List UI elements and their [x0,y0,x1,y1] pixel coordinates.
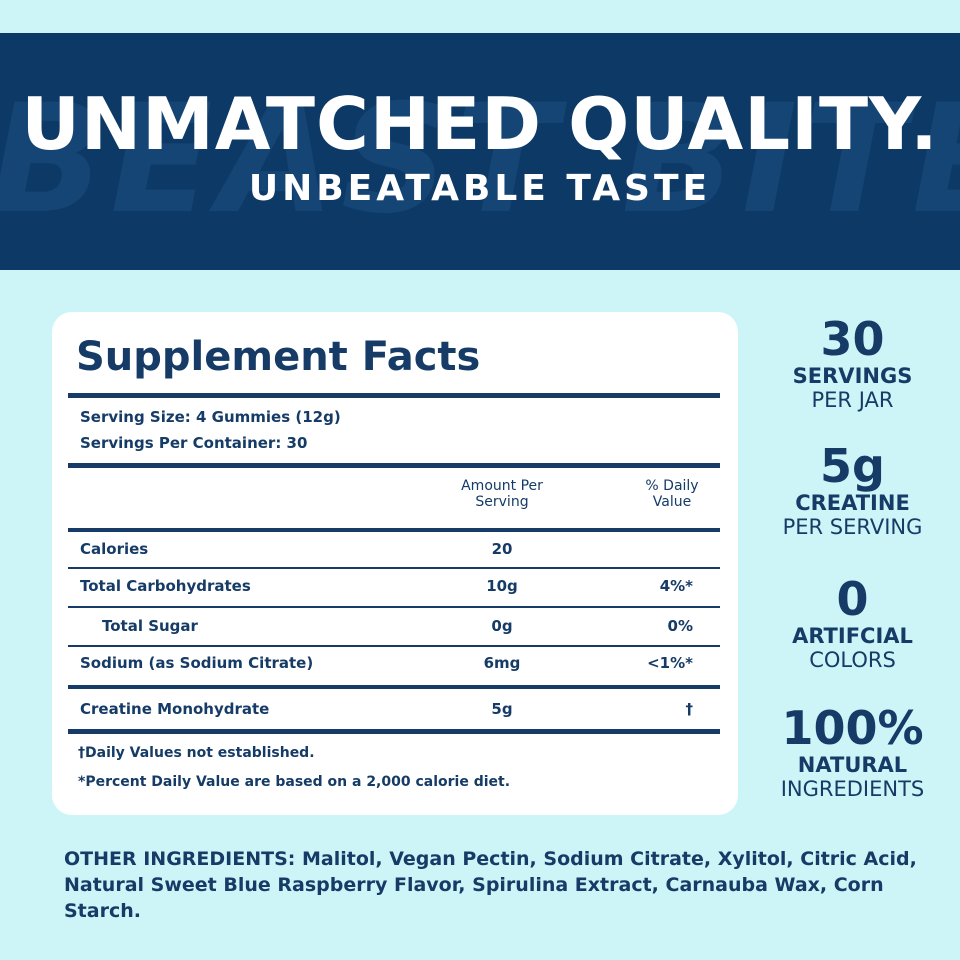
row-amount: 10g [486,577,518,595]
rule [68,729,720,734]
row-name: Creatine Monohydrate [80,700,270,718]
rule [68,685,720,689]
stat: 100% NATURAL INGREDIENTS [760,705,945,800]
stat-value: 5g [820,439,885,493]
row-amount: 5g [491,700,513,718]
rule [68,645,720,647]
servings-per-container: Servings Per Container: 30 [80,434,308,452]
row-amount: 6mg [483,654,521,672]
row-name: Calories [80,540,149,558]
row-dv: 4%* [659,577,693,595]
stat: 30 SERVINGS PER JAR [760,316,945,411]
row-amount: 20 [491,540,513,558]
stat-sub: INGREDIENTS [780,777,925,801]
header-band: BEAST BITE [0,33,960,270]
row-name: Total Carbohydrates [80,577,251,595]
rule [68,393,720,398]
row-amount: 0g [491,617,513,635]
ingredients-label: OTHER INGREDIENTS: [64,848,296,870]
row-name: Sodium (as Sodium Citrate) [80,654,314,672]
stat-value: 100% [781,701,924,755]
rule [68,463,720,468]
watermark: BEAST BITE [0,73,960,247]
column-header: % Daily Value [645,478,699,510]
footnote: *Percent Daily Value are based on a 2,00… [78,774,511,790]
stat: 0 ARTIFCIAL COLORS [760,576,945,671]
facts-card: Supplement Facts Serving Size: 4 Gummies… [52,312,738,815]
title: UNMATCHED QUALITY. [21,82,939,166]
ingredients: OTHER INGREDIENTS: Malitol, Vegan Pectin… [64,846,934,924]
row-dv: <1%* [647,654,693,672]
rule [68,606,720,608]
row-dv: 0% [667,617,693,635]
subtitle: UNBEATABLE TASTE [248,168,712,209]
stat-sub: PER SERVING [782,515,923,539]
stat: 5g CREATINE PER SERVING [760,443,945,538]
facts-title: Supplement Facts [76,334,481,380]
rule [68,567,720,569]
stat-label: ARTIFCIAL [792,624,913,648]
stat-value: 30 [820,312,885,366]
footnote: †Daily Values not established. [78,745,315,761]
row-name: Total Sugar [102,617,198,635]
column-header: Amount Per Serving [461,478,543,510]
rule [68,528,720,532]
stat-label: CREATINE [795,491,910,515]
row-dv: † [685,700,694,718]
stat-sub: PER JAR [811,388,894,412]
stat-label: NATURAL [797,753,908,777]
stat-label: SERVINGS [792,364,913,388]
stat-sub: COLORS [809,648,896,672]
serving-size: Serving Size: 4 Gummies (12g) [80,408,341,426]
stat-value: 0 [836,572,869,626]
ingredients-text: Malitol, Vegan Pectin, Sodium Citrate, X… [64,848,917,922]
